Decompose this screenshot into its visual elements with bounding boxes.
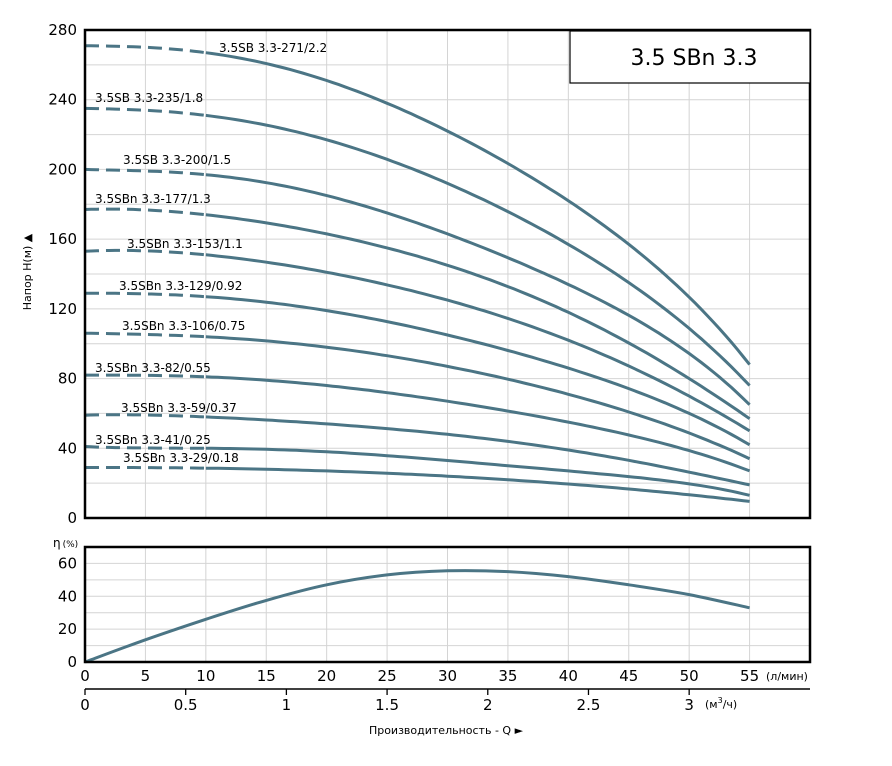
- lmin-tick-label: 5: [141, 667, 151, 685]
- curve-label: 3.5SBn 3.3-153/1.1: [127, 237, 243, 251]
- m3h-tick-label: 1.5: [375, 696, 399, 714]
- efficiency-axis-ticks: 0 20 40 60: [58, 554, 77, 671]
- head-tick-label: 0: [67, 509, 77, 527]
- head-curve: [205, 375, 751, 473]
- head-curve: [205, 415, 750, 487]
- lmin-unit-label: (л/мин): [766, 670, 808, 683]
- head-curve: [205, 213, 751, 420]
- head-tick-label: 120: [48, 300, 77, 318]
- efficiency-chart-grid: [85, 547, 810, 662]
- lmin-tick-label: 20: [317, 667, 336, 685]
- curve-label: 3.5SBn 3.3-59/0.37: [121, 401, 237, 415]
- chart-title: 3.5 SBn 3.3: [631, 46, 758, 71]
- lmin-tick-label: 30: [438, 667, 457, 685]
- head-axis-label: Напор H(м) ▲: [21, 233, 34, 310]
- head-curve: [205, 173, 751, 406]
- lmin-tick-label: 0: [80, 667, 90, 685]
- efficiency-tick-label: 40: [58, 587, 77, 605]
- head-curve: [205, 466, 750, 503]
- efficiency-curves: [84, 569, 750, 664]
- m3h-tick-label: 2.5: [577, 696, 601, 714]
- head-tick-label: 160: [48, 230, 77, 248]
- head-curve: [205, 335, 751, 461]
- flow-axis-ticks: 0 5 10 15 20 25 30 35 40 45 50 55 0 0.5 1 1.5 2 2.5 3: [80, 667, 810, 714]
- curve-label: 3.5SB 3.3-235/1.8: [95, 91, 203, 105]
- head-tick-label: 40: [58, 439, 77, 457]
- m3h-tick-label: 2: [483, 696, 493, 714]
- head-chart-frame: [83, 28, 812, 520]
- m3h-unit-label: (м3/ч): [705, 696, 737, 711]
- lmin-tick-label: 25: [378, 667, 397, 685]
- efficiency-symbol: η: [53, 536, 61, 550]
- head-tick-label: 240: [48, 91, 77, 109]
- head-curve-labels: 3.5SB 3.3-271/2.2 3.5SB 3.3-235/1.8 3.5SB …: [95, 41, 327, 465]
- title-box: [569, 30, 811, 84]
- lmin-tick-label: 50: [680, 667, 699, 685]
- lmin-tick-label: 35: [498, 667, 517, 685]
- curve-label: 3.5SBn 3.3-82/0.55: [95, 361, 211, 375]
- efficiency-tick-label: 20: [58, 620, 77, 638]
- head-tick-label: 80: [58, 370, 77, 388]
- efficiency-tick-label: 0: [67, 653, 77, 671]
- head-tick-label: 280: [48, 21, 77, 39]
- efficiency-chart-frame: [83, 545, 812, 664]
- head-curve: [205, 446, 750, 497]
- curve-label: 3.5SBn 3.3-41/0.25: [95, 433, 211, 447]
- m3h-tick-label: 0: [80, 696, 90, 714]
- curve-label: 3.5SBn 3.3-29/0.18: [123, 451, 239, 465]
- curve-label: 3.5SB 3.3-200/1.5: [123, 153, 231, 167]
- efficiency-unit: (%): [63, 540, 79, 550]
- flow-axis-label: Производительность - Q ►: [369, 724, 524, 737]
- m3h-unit-base: (м: [705, 698, 718, 711]
- m3h-tick-label: 1: [282, 696, 292, 714]
- efficiency-tick-label: 60: [58, 554, 77, 572]
- lmin-tick-label: 40: [559, 667, 578, 685]
- head-curve: [205, 113, 751, 387]
- m3h-unit-tail: /ч): [723, 698, 738, 711]
- m3h-tick-label: 3: [684, 696, 694, 714]
- head-curve: [205, 253, 751, 433]
- efficiency-curve: [84, 569, 750, 664]
- head-axis-ticks: 0 40 80 120 160 200 240 280: [48, 21, 77, 527]
- curve-label: 3.5SBn 3.3-106/0.75: [122, 319, 245, 333]
- head-curve: [205, 295, 751, 447]
- efficiency-axis-label: η (%): [53, 536, 78, 550]
- head-curves: [84, 44, 751, 503]
- curve-label: 3.5SB 3.3-271/2.2: [219, 41, 327, 55]
- head-tick-label: 200: [48, 160, 77, 178]
- lmin-tick-label: 10: [196, 667, 215, 685]
- m3h-unit-sup: 3: [718, 696, 723, 705]
- m3h-tick-label: 0.5: [174, 696, 198, 714]
- head-curve: [205, 51, 751, 366]
- lmin-tick-label: 15: [257, 667, 276, 685]
- curve-label: 3.5SBn 3.3-177/1.3: [95, 192, 211, 206]
- lmin-tick-label: 45: [619, 667, 638, 685]
- lmin-tick-label: 55: [740, 667, 759, 685]
- curve-label: 3.5SBn 3.3-129/0.92: [119, 279, 242, 293]
